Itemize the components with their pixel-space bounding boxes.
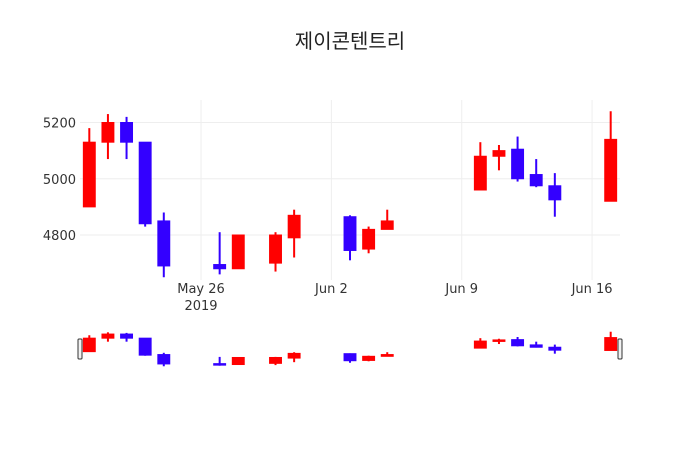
slider-candle (82, 335, 96, 353)
slider-candle (213, 356, 227, 366)
candle (120, 116, 134, 160)
chart-title: 제이콘텐트리 (295, 29, 405, 53)
candle (380, 209, 394, 230)
candle (82, 128, 96, 208)
candle (492, 145, 506, 171)
candle-body (343, 216, 357, 251)
slider-candle-body (287, 352, 301, 359)
axis-layer: 4800 5000 5200 May 26 2019 Jun 2 Jun 9 Jun 16 (43, 117, 613, 315)
candle (138, 141, 152, 227)
candle-body (82, 141, 96, 208)
candle (548, 173, 562, 217)
slider-candle-body (120, 333, 134, 339)
slider-candle-body (548, 346, 562, 351)
slider-candle (120, 332, 134, 342)
range-slider-right-handle[interactable] (617, 338, 623, 360)
slider-candle-body (604, 337, 618, 351)
slider-candle-body (511, 339, 525, 347)
slider-candle (380, 352, 394, 357)
y-tick-label: 4800 (43, 229, 76, 244)
candle-body (548, 185, 562, 201)
range-slider[interactable] (77, 331, 623, 367)
candle-layer (82, 111, 618, 278)
candle (362, 226, 376, 254)
slider-candle (548, 344, 562, 354)
slider-candle (269, 356, 282, 366)
candle-body (380, 220, 394, 230)
slider-candle (138, 337, 152, 356)
candle (287, 209, 301, 258)
candle (101, 114, 115, 160)
candle (473, 142, 487, 191)
slider-candle (231, 356, 245, 366)
slider-candle-body (343, 353, 357, 362)
slider-candle (492, 338, 506, 345)
candle-body (473, 155, 487, 191)
slider-candle-body (492, 339, 506, 342)
x-tick-label: Jun 2 (314, 282, 348, 297)
candle (343, 215, 357, 261)
candle-body (492, 150, 506, 157)
slider-candle-body (101, 333, 115, 339)
slider-candle-body (380, 354, 394, 357)
candle-body (120, 122, 134, 143)
x-tick-label: May 26 (177, 282, 225, 297)
candle-body (157, 220, 171, 267)
slider-candle (529, 341, 543, 348)
candle-body (101, 122, 115, 143)
x-year-label: 2019 (184, 299, 217, 314)
y-tick-label: 5200 (43, 117, 76, 132)
slider-candle (473, 338, 487, 349)
slider-candle-body (269, 356, 282, 364)
slider-candle (362, 355, 376, 362)
candle (157, 212, 171, 278)
candle-body (231, 234, 245, 270)
candle-body (511, 148, 525, 180)
candle (213, 232, 227, 275)
range-slider-left-handle[interactable] (77, 338, 83, 360)
x-tick-label: Jun 16 (571, 282, 613, 297)
slider-candle (511, 336, 525, 347)
slider-candle-body (529, 344, 543, 348)
slider-candle-body (82, 337, 96, 353)
candle-body (287, 214, 301, 239)
slider-candle-body (473, 340, 487, 349)
candle-body (604, 138, 618, 202)
slider-candle-body (213, 363, 227, 366)
slider-candle (287, 352, 301, 363)
slider-candle-body (362, 355, 376, 361)
slider-candle-body (157, 354, 171, 365)
y-tick-label: 5000 (43, 173, 76, 188)
slider-candle (101, 332, 115, 342)
slider-candle (343, 353, 357, 363)
candle (529, 159, 543, 188)
candle-body (529, 174, 543, 187)
candle (269, 232, 282, 272)
candle-body (269, 234, 282, 264)
slider-candle-body (231, 356, 245, 366)
candle-body (362, 228, 376, 250)
candle-body (138, 141, 152, 225)
candle (511, 136, 525, 182)
candle-body (213, 264, 227, 270)
slider-candle-body (138, 337, 152, 356)
candle (604, 111, 618, 202)
slider-candle (157, 352, 171, 367)
candle (231, 234, 245, 270)
x-tick-label: Jun 9 (444, 282, 478, 297)
slider-candle (604, 331, 618, 351)
